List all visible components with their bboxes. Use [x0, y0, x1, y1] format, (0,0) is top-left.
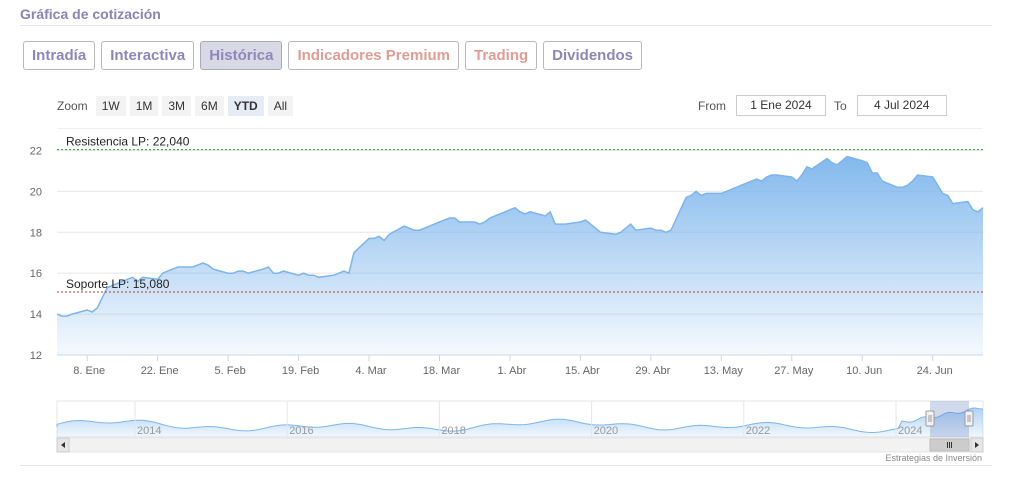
tab-historica[interactable]: Histórica [200, 41, 283, 70]
from-label: From [698, 98, 726, 113]
range-to: To 4 Jul 2024 [834, 95, 947, 116]
navigator-area [57, 408, 983, 437]
x-tick-label: 13. May [704, 365, 744, 377]
x-tick-label: 4. Mar [355, 365, 387, 377]
series-area [57, 156, 983, 355]
y-axis: 12 14 16 18 20 22 [30, 145, 42, 362]
to-label: To [834, 98, 847, 113]
x-tick-label: 29. Abr [635, 365, 670, 377]
navigator-year-label: 2014 [137, 425, 161, 437]
y-tick-label: 16 [30, 268, 42, 280]
y-tick-label: 18 [30, 227, 42, 239]
plot-line-label: Soporte LP: 15,080 [66, 277, 170, 291]
title-divider [20, 25, 992, 26]
y-tick-label: 20 [30, 186, 42, 198]
x-tick-label: 18. Mar [423, 365, 461, 377]
x-tick-label: 1. Abr [498, 365, 527, 377]
y-tick-label: 14 [30, 309, 42, 321]
y-tick-label: 12 [30, 350, 42, 362]
x-tick-label: 27. May [774, 365, 814, 377]
navigator-handle[interactable] [925, 410, 935, 427]
zoom-1w-button[interactable]: 1W [95, 96, 126, 116]
chart-top-divider [57, 128, 983, 129]
chart-tabs: Intradía Interactiva Histórica Indicador… [23, 41, 643, 70]
plot-line-label: Resistencia LP: 22,040 [66, 135, 190, 149]
zoom-selector: Zoom 1W 1M 3M 6M YTD All [57, 96, 294, 116]
page-title: Gráfica de cotización [20, 6, 161, 22]
zoom-1m-button[interactable]: 1M [129, 96, 159, 116]
navigator-line [56, 407, 984, 434]
navigator-year-label: 2018 [441, 425, 465, 437]
bottom-divider [20, 465, 992, 466]
chart-credit: Estrategias de Inversión [885, 453, 982, 463]
navigator[interactable]: 2014 2016 2018 2020 2022 2024 [56, 400, 984, 453]
scrollbar-track [56, 437, 984, 453]
tab-interactiva[interactable]: Interactiva [101, 41, 195, 70]
x-axis: 8. Ene 22. Ene 5. Feb 19. Feb 4. Mar 18. Mar 1… [57, 354, 983, 377]
navigator-handle[interactable] [964, 410, 974, 427]
navigator-year-label: 2016 [289, 425, 313, 437]
navigator-year-label: 2020 [594, 425, 618, 437]
tab-dividendos[interactable]: Dividendos [543, 41, 643, 70]
navigator-year-label: 2022 [746, 425, 770, 437]
zoom-ytd-button[interactable]: YTD [227, 96, 264, 116]
x-tick-label: 19. Feb [282, 365, 319, 377]
to-date-input[interactable]: 4 Jul 2024 [856, 95, 947, 116]
tab-indicadores-premium[interactable]: Indicadores Premium [288, 41, 459, 70]
plot-lines: Resistencia LP: 22,040 Soporte LP: 15,080 [57, 135, 983, 293]
zoom-label: Zoom [57, 99, 88, 113]
y-tick-label: 22 [30, 145, 42, 157]
x-tick-label: 5. Feb [215, 365, 246, 377]
from-date-input[interactable]: 1 Ene 2024 [736, 95, 826, 116]
zoom-6m-button[interactable]: 6M [195, 96, 224, 116]
series-line [56, 155, 984, 317]
x-tick-label: 15. Abr [565, 365, 600, 377]
x-tick-label: 10. Jun [846, 365, 882, 377]
chevron-left-icon [61, 442, 65, 448]
x-tick-label: 8. Ene [73, 365, 105, 377]
tab-trading[interactable]: Trading [465, 41, 538, 70]
x-tick-label: 22. Ene [141, 365, 179, 377]
navigator-year-label: 2024 [898, 425, 922, 437]
zoom-all-button[interactable]: All [267, 96, 294, 116]
x-tick-label: 24. Jun [917, 365, 953, 377]
navigator-selection [930, 401, 969, 437]
zoom-3m-button[interactable]: 3M [162, 96, 192, 116]
chevron-right-icon [975, 442, 979, 448]
tab-intradia[interactable]: Intradía [23, 41, 96, 70]
range-from: From 1 Ene 2024 [698, 95, 826, 116]
